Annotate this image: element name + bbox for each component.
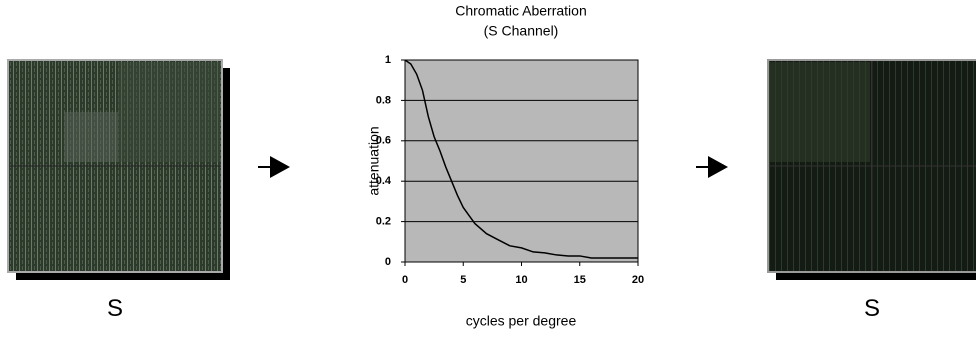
figure: S S Chromatic Aberration (S Channel) cyc…	[0, 0, 976, 332]
y-tick-label: 0.2	[376, 216, 391, 228]
y-tick-label: 1	[385, 54, 391, 66]
right-label: S	[864, 295, 880, 322]
x-tick-label: 20	[632, 274, 644, 286]
x-tick-label: 10	[515, 274, 527, 286]
chart-subtitle: (S Channel)	[484, 23, 559, 39]
right-image	[768, 60, 976, 280]
x-tick-label: 0	[402, 274, 408, 286]
y-tick-label: 0	[385, 256, 391, 268]
left-image	[8, 60, 230, 280]
chart-title: Chromatic Aberration	[455, 3, 587, 19]
arrow	[696, 156, 728, 178]
y-tick-label: 0.4	[376, 175, 392, 187]
y-tick-label: 0.8	[376, 94, 391, 106]
x-axis-label: cycles per degree	[466, 313, 577, 329]
x-tick-label: 15	[574, 274, 586, 286]
plot-area	[405, 60, 638, 262]
arrow	[258, 156, 290, 178]
x-tick-label: 5	[460, 274, 466, 286]
left-label: S	[107, 295, 123, 322]
y-tick-label: 0.6	[376, 135, 391, 147]
